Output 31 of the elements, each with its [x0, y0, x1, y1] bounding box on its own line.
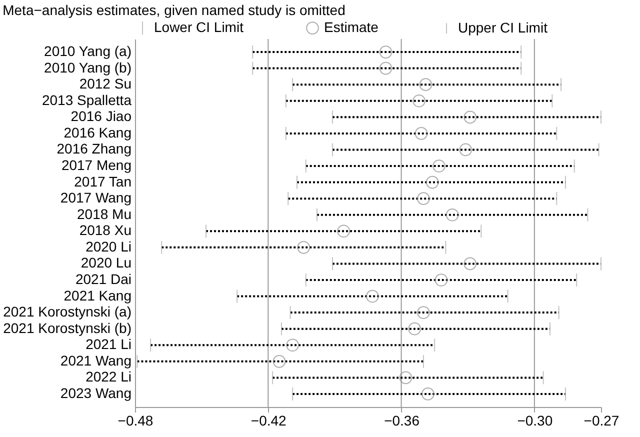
y-tick-label: 2021 Korostynski (b)	[3, 320, 132, 336]
x-tick-label: −0.27	[584, 412, 620, 428]
y-tick-label: 2013 Spalletta	[42, 92, 132, 108]
x-tick-label: −0.42	[250, 412, 287, 428]
y-tick-label: 2021 Wang	[60, 352, 132, 368]
y-tick-label: 2021 Li	[86, 336, 132, 352]
y-tick-label: 2020 Li	[86, 238, 132, 254]
y-tick-label: 2010 Yang (b)	[44, 59, 132, 76]
y-tick-label: 2021 Korostynski (a)	[3, 304, 132, 320]
y-tick-label: 2017 Tan	[74, 173, 132, 190]
y-tick-label: 2021 Dai	[75, 270, 132, 287]
y-tick-label: 2016 Jiao	[70, 108, 132, 124]
legend-label: Estimate	[324, 19, 379, 36]
y-tick-label: 2022 Li	[86, 368, 132, 385]
y-tick-label: 2012 Su	[79, 76, 132, 92]
text: Upper CI Limit	[458, 19, 548, 36]
x-tick-label: −0.36	[384, 412, 420, 428]
y-tick-label: 2021 Kang	[64, 287, 132, 304]
y-tick-label: 2018 Mu	[77, 206, 132, 222]
y-tick-label: 2023 Wang	[60, 384, 132, 401]
chart-title: Meta−analysis estimates, given named study is omitted	[2, 2, 346, 18]
x-tick-label: −0.48	[118, 412, 154, 428]
y-tick-label: 2016 Kang	[64, 124, 132, 140]
y-tick-label: 2010 Yang (a)	[44, 43, 132, 60]
y-tick-label: 2017 Meng	[61, 157, 132, 174]
y-tick-label: 2017 Wang	[60, 190, 132, 206]
y-tick-label: 2020 Lu	[80, 254, 132, 271]
y-tick-label: 2018 Xu	[79, 222, 132, 238]
y-tick-label: 2016 Zhang	[56, 140, 132, 157]
text: Lower CI Limit	[154, 18, 244, 35]
x-tick-label: −0.30	[517, 412, 553, 428]
